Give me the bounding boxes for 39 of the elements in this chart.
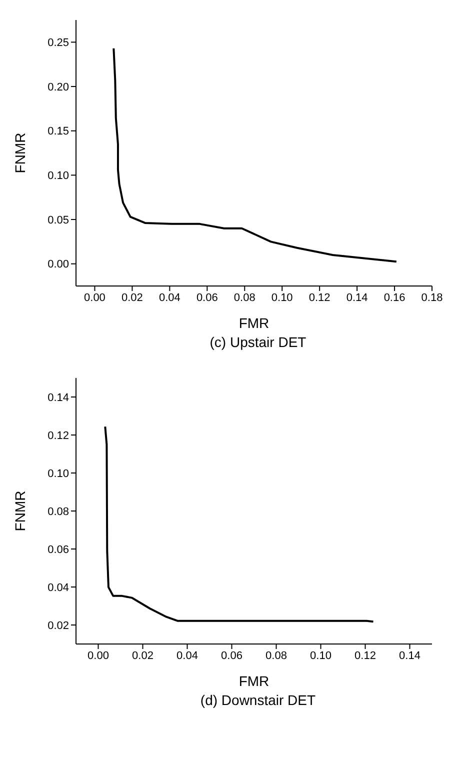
y-axis-title: FNMR (12, 132, 28, 174)
y-tick-label: 0.02 (48, 620, 69, 632)
x-tick-label: 0.16 (384, 292, 406, 304)
line-series (104, 426, 374, 623)
x-tick-label: 0.10 (271, 292, 293, 304)
x-axis-title: FMR (238, 673, 270, 689)
y-tick-label: 0.06 (48, 544, 69, 556)
x-tick-label: 0.06 (221, 650, 242, 662)
y-tick-label: 0.14 (48, 392, 69, 404)
y-axis-title: FNMR (12, 490, 28, 532)
x-tick-label: 0.12 (308, 292, 330, 304)
text: (d) Downstair DET (199, 692, 317, 708)
y-tick-label: 0.25 (48, 37, 69, 50)
x-tick-label: 0.08 (266, 650, 287, 662)
x-tick-label: 0.00 (88, 650, 109, 662)
y-tick-label: 0.20 (48, 81, 69, 94)
x-tick-label: 0.02 (122, 292, 143, 304)
x-tick-label: 0.04 (158, 292, 180, 304)
y-tick-label: 0.04 (48, 582, 69, 594)
x-tick-label: 0.06 (196, 292, 218, 304)
x-tick-label: 0.04 (176, 650, 198, 662)
y-tick-label: 0.10 (48, 468, 69, 480)
y-tick-label: 0.00 (48, 258, 69, 271)
x-tick-label: 0.08 (234, 292, 256, 304)
x-tick-label: 0.10 (310, 650, 332, 662)
x-axis-title: FMR (238, 315, 270, 331)
x-tick-label: 0.14 (346, 292, 368, 304)
x-tick-label: 0.18 (421, 292, 443, 304)
x-tick-label: 0.12 (354, 650, 376, 662)
y-tick-label: 0.12 (48, 430, 69, 442)
x-tick-label: 0.14 (399, 650, 420, 662)
y-tick-label: 0.15 (48, 126, 69, 138)
line-series (112, 47, 398, 263)
y-tick-label: 0.05 (48, 214, 69, 226)
text: (c) Upstair DET (208, 334, 308, 350)
y-tick-label: 0.08 (48, 506, 69, 518)
x-tick-label: 0.00 (84, 292, 106, 304)
x-tick-label: 0.02 (132, 650, 154, 662)
y-tick-label: 0.10 (48, 170, 69, 182)
